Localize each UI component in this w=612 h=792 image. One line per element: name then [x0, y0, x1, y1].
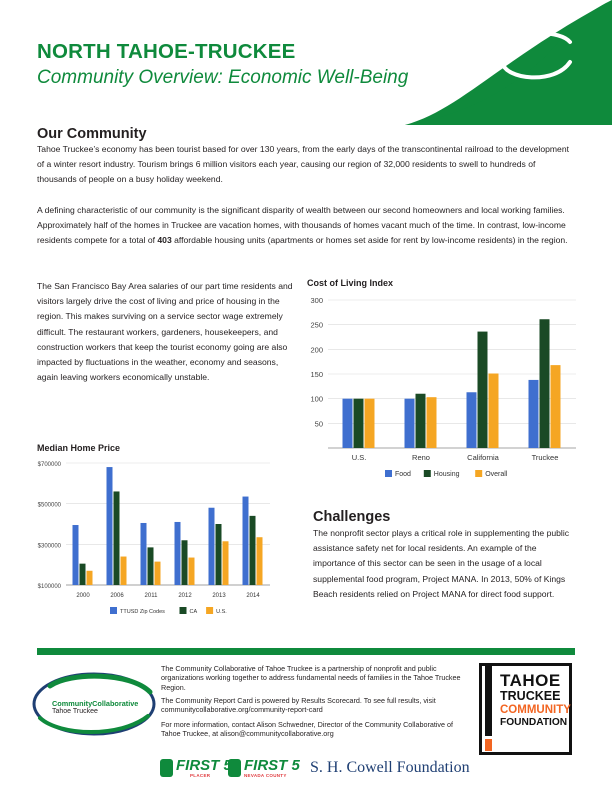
bar-overall-truckee	[550, 365, 561, 448]
footer-divider	[37, 648, 575, 655]
footer-paragraph-2: The Community Report Card is powered by …	[161, 696, 436, 715]
bar-ttusd-zip-codes-2000	[72, 525, 79, 585]
bar-housing-u-s-	[353, 398, 364, 448]
cost-of-living-title: Cost of Living Index	[307, 278, 394, 288]
x-tick-label: California	[467, 453, 500, 462]
x-tick-label: U.S.	[352, 453, 367, 462]
bar-u-s--2011	[154, 561, 161, 585]
y-tick-label: 200	[310, 345, 323, 354]
affordable-units-count: 403	[157, 235, 172, 246]
header-swoosh	[405, 0, 612, 125]
legend-swatch	[423, 470, 431, 477]
bar-ca-2014	[249, 515, 256, 585]
cc-logo-name: CommunityCollaborative	[52, 699, 139, 708]
y-tick-label: 100	[310, 395, 323, 404]
page-title: NORTH TAHOE-TRUCKEE	[37, 40, 296, 63]
legend-swatch	[179, 607, 187, 614]
cost-of-living-chart: 50 100 150 200 250 300 U.S. Reno California Truck…	[310, 296, 576, 478]
y-tick-label: $300000	[38, 543, 62, 549]
bar-u-s--2000	[86, 570, 93, 585]
bar-overall-california	[488, 373, 499, 448]
legend-entry: Housing	[434, 471, 460, 478]
x-tick-label: Reno	[412, 453, 430, 462]
x-tick-label: 2012	[178, 593, 192, 599]
cowell-foundation-logo: S. H. Cowell Foundation	[310, 759, 470, 776]
challenges-heading: Challenges	[313, 509, 391, 525]
bar-housing-california	[477, 331, 488, 448]
bar-ttusd-zip-codes-2014	[242, 496, 249, 585]
legend-swatch	[206, 607, 214, 614]
challenges-paragraph: The nonprofit sector plays a critical ro…	[313, 528, 570, 599]
x-tick-label: 2013	[212, 593, 226, 599]
first5-nevada-sub: NEVADA COUNTY	[244, 773, 287, 778]
cc-logo-region: Tahoe Truckee	[52, 708, 98, 715]
page-subtitle: Community Overview: Economic Well-Being	[37, 67, 409, 88]
bar-overall-u-s-	[364, 398, 375, 448]
bar-u-s--2006	[120, 556, 127, 585]
bar-ca-2000	[79, 563, 86, 585]
our-community-paragraph-2: A defining characteristic of our communi…	[37, 205, 568, 246]
community-collaborative-logo	[32, 672, 156, 736]
legend-entry: TTUSD Zip Codes	[120, 609, 165, 615]
x-tick-label: 2011	[145, 593, 159, 599]
bar-ca-2013	[215, 524, 222, 585]
y-tick-label: $700000	[38, 462, 62, 468]
median-home-price-chart: $100000 $300000 $500000 $700000 2000 2006 2011…	[38, 462, 270, 615]
bar-ttusd-zip-codes-2006	[106, 467, 113, 585]
legend-entry: U.S.	[216, 609, 227, 615]
y-tick-label: 300	[310, 296, 323, 305]
x-tick-label: 2006	[110, 593, 124, 599]
tahoe-truckee-community-foundation-logo: TAHOE TRUCKEE COMMUNITY FOUNDATION	[479, 663, 572, 755]
footer-paragraph-1: The Community Collaborative of Tahoe Tru…	[161, 664, 461, 692]
bar-u-s--2013	[222, 541, 229, 585]
y-tick-label: 50	[315, 419, 323, 428]
bar-ca-2012	[181, 540, 188, 585]
first5-placer-icon	[160, 759, 173, 777]
x-tick-label: Truckee	[532, 453, 559, 462]
bar-u-s--2012	[188, 557, 195, 585]
bar-food-reno	[404, 398, 415, 448]
y-tick-label: 250	[310, 321, 323, 330]
bar-ttusd-zip-codes-2012	[174, 521, 181, 585]
bar-u-s--2014	[256, 537, 263, 585]
y-tick-label: $500000	[38, 503, 62, 509]
our-community-heading: Our Community	[37, 126, 147, 142]
footer-paragraph-3: For more information, contact Alison Sch…	[161, 720, 454, 739]
our-community-paragraph-3: The San Francisco Bay Area salaries of o…	[37, 281, 293, 383]
y-tick-label: 150	[310, 370, 323, 379]
bar-food-california	[466, 392, 477, 448]
ttcf-logo-accent	[485, 739, 492, 751]
legend-swatch	[385, 470, 392, 477]
bar-ttusd-zip-codes-2011	[140, 522, 147, 585]
ttcf-logo-bar	[485, 666, 492, 736]
legend-entry: Food	[395, 471, 411, 478]
bar-food-u-s-	[342, 398, 353, 448]
legend-entry: CA	[190, 609, 198, 615]
first5-nevada-logo: FIRST 5	[244, 757, 300, 774]
y-tick-label: $100000	[38, 584, 62, 590]
bar-housing-truckee	[539, 319, 550, 448]
bar-ttusd-zip-codes-2013	[208, 507, 215, 585]
first5-nevada-icon	[228, 759, 241, 777]
x-tick-label: 2014	[246, 593, 260, 599]
bar-overall-reno	[426, 397, 437, 448]
first5-placer-logo: FIRST 5	[176, 757, 232, 774]
legend-entry: Overall	[485, 471, 508, 478]
header-ring-icon	[500, 31, 572, 80]
bar-ca-2011	[147, 547, 154, 585]
x-tick-label: 2000	[76, 593, 90, 599]
bar-ca-2006	[113, 491, 120, 585]
first5-placer-sub: PLACER	[190, 773, 211, 778]
median-home-price-title: Median Home Price	[37, 443, 121, 453]
our-community-paragraph-1: Tahoe Truckee’s economy has been tourist…	[37, 144, 570, 185]
bar-housing-reno	[415, 393, 426, 448]
bar-food-truckee	[528, 379, 539, 448]
legend-swatch	[110, 607, 117, 614]
legend-swatch	[475, 470, 483, 477]
